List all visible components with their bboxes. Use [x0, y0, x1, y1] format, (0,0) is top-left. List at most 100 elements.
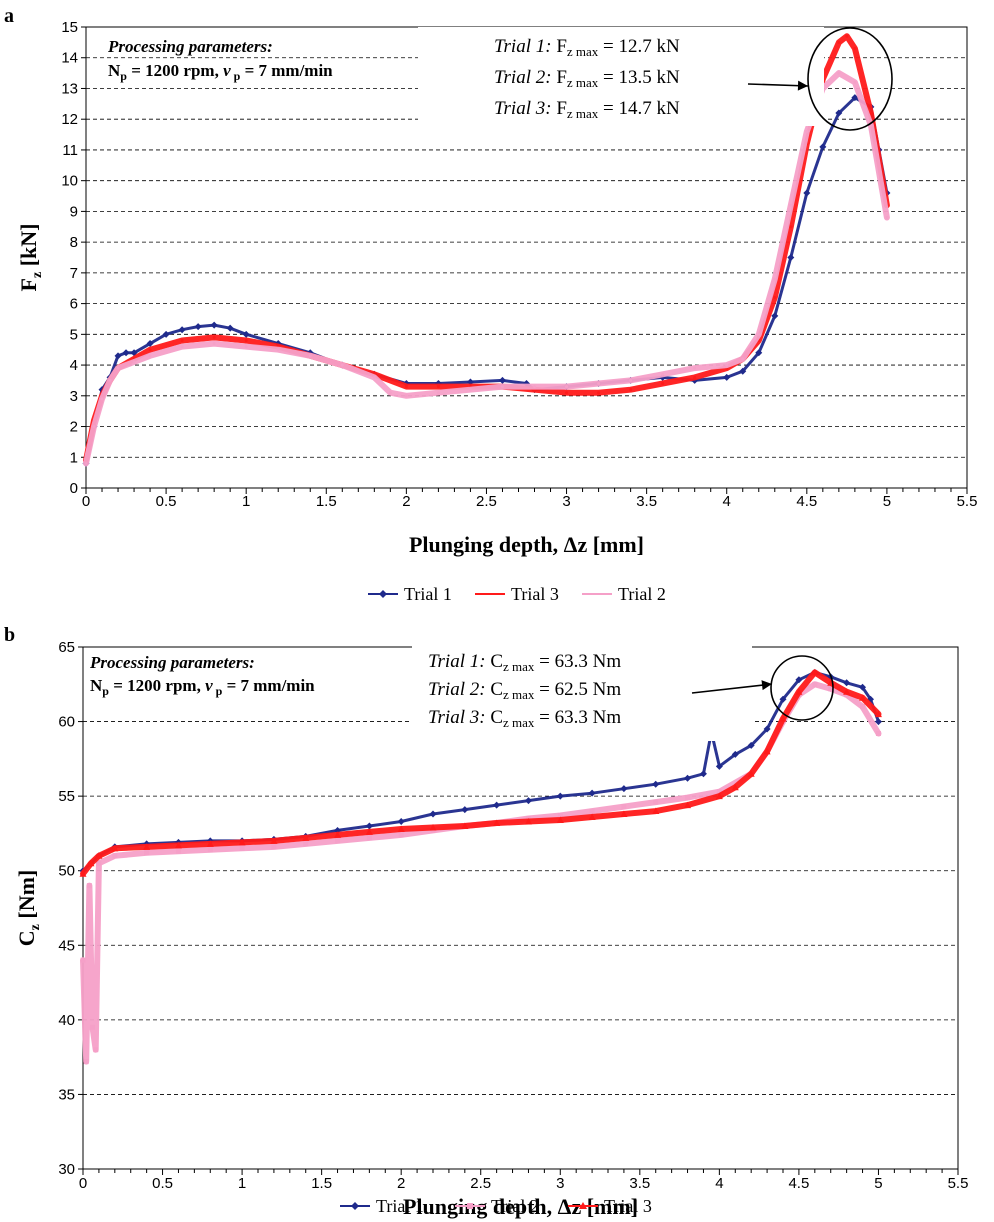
x-tick-label: 0.5 — [152, 1175, 173, 1192]
y-tick-label: 13 — [61, 80, 78, 97]
y-axis-label: Cz [Nm] — [14, 870, 43, 946]
data-point — [725, 364, 728, 367]
y-tick-label: 15 — [61, 19, 78, 36]
data-point — [845, 35, 848, 38]
x-tick-label: 5.5 — [957, 493, 978, 510]
y-axis-label: Fz [kN] — [16, 224, 45, 292]
x-tick-label: 1 — [242, 493, 250, 510]
data-point — [885, 216, 888, 219]
legend: Trial 1 Trial 3 Trial 2 — [368, 584, 666, 604]
data-point — [399, 832, 404, 837]
legend-label: Trial 3 — [604, 1196, 652, 1216]
y-tick-label: 55 — [58, 788, 75, 805]
x-tick-label: 4 — [715, 1175, 723, 1192]
y-tick-label: 35 — [58, 1086, 75, 1103]
data-point — [629, 388, 632, 391]
data-point — [144, 850, 149, 855]
x-tick-label: 5 — [874, 1175, 882, 1192]
data-point — [621, 804, 626, 809]
data-point — [213, 342, 216, 345]
y-tick-label: 2 — [70, 419, 78, 436]
data-point — [176, 849, 181, 854]
data-point — [597, 382, 600, 385]
params-values: Np = 1200 rpm, v p = 7 mm/min — [108, 61, 333, 83]
data-point — [87, 883, 92, 888]
data-point — [789, 204, 792, 207]
data-point — [149, 348, 152, 351]
data-point — [109, 379, 112, 382]
legend-label: Trial 1 — [376, 1196, 424, 1216]
data-point — [133, 360, 136, 363]
y-tick-label: 3 — [70, 388, 78, 405]
data-point — [373, 376, 376, 379]
data-point — [309, 354, 312, 357]
legend-label: Trial 3 — [511, 584, 559, 604]
data-point — [693, 376, 696, 379]
params-heading: Processing parameters: — [107, 37, 273, 56]
x-tick-label: 3.5 — [629, 1175, 650, 1192]
data-point — [789, 225, 792, 228]
x-tick-label: 1 — [238, 1175, 246, 1192]
data-point — [741, 357, 744, 360]
y-tick-label: 60 — [58, 714, 75, 731]
data-point — [876, 731, 881, 736]
y-tick-label: 8 — [70, 234, 78, 251]
x-tick-label: 2.5 — [470, 1175, 491, 1192]
legend-label: Trial 1 — [404, 584, 452, 604]
data-point — [208, 847, 213, 852]
data-point — [853, 47, 856, 50]
data-point — [277, 348, 280, 351]
x-tick-label: 3.5 — [636, 493, 657, 510]
chart-panel-b: b 30 35 40 45 50 55 60 65 0 0.5 1 1.5 2 2.5 3 3.5 4 4.5 5 5… — [4, 624, 968, 1219]
y-tick-label: 45 — [58, 937, 75, 954]
data-point — [597, 391, 600, 394]
data-point — [90, 1025, 95, 1030]
params-values: Np = 1200 rpm, v p = 7 mm/min — [90, 676, 315, 698]
data-point — [685, 795, 690, 800]
x-tick-label: 1.5 — [316, 493, 337, 510]
data-point — [437, 391, 440, 394]
y-tick-label: 5 — [70, 326, 78, 343]
x-tick-label: 0 — [82, 493, 90, 510]
y-tick-label: 11 — [62, 142, 78, 159]
params-heading: Processing parameters: — [89, 653, 255, 672]
y-tick-label: 10 — [61, 173, 78, 190]
y-tick-label: 14 — [61, 50, 78, 67]
data-point — [501, 385, 504, 388]
data-point — [81, 958, 86, 963]
data-point — [112, 853, 117, 858]
panel-letter-a: a — [4, 5, 14, 27]
panel-letter-b: b — [4, 624, 15, 646]
legend-label: Trial 2 — [618, 584, 666, 604]
x-tick-label: 5.5 — [948, 1175, 969, 1192]
data-point — [629, 379, 632, 382]
x-tick-label: 2.5 — [476, 493, 497, 510]
x-tick-label: 5 — [883, 493, 891, 510]
data-point — [389, 391, 392, 394]
data-point — [860, 704, 865, 709]
data-point — [213, 336, 216, 339]
data-point — [93, 425, 96, 428]
data-point — [405, 385, 408, 388]
y-tick-label: 12 — [61, 111, 78, 128]
legend-label: Trial 2 — [491, 1196, 539, 1216]
data-point — [661, 373, 664, 376]
data-point — [757, 333, 760, 336]
data-point — [853, 81, 856, 84]
y-tick-label: 50 — [58, 863, 75, 880]
y-tick-label: 7 — [70, 265, 78, 282]
y-tick-label: 6 — [70, 296, 78, 313]
x-tick-label: 3 — [562, 493, 570, 510]
x-tick-label: 4.5 — [796, 493, 817, 510]
data-point — [837, 72, 840, 75]
x-tick-label: 2 — [397, 1175, 405, 1192]
data-point — [367, 835, 372, 840]
data-point — [533, 385, 536, 388]
legend-marker — [379, 590, 387, 598]
data-point — [812, 682, 817, 687]
legend-marker — [467, 1203, 473, 1209]
data-point — [117, 367, 120, 370]
data-point — [565, 391, 568, 394]
